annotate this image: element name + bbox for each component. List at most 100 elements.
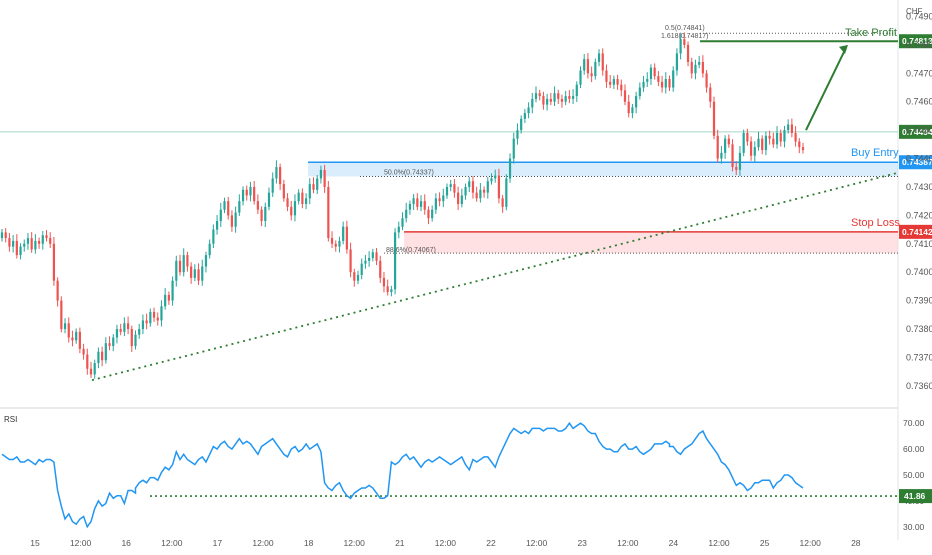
candle-body <box>724 138 727 153</box>
candle-body <box>705 73 708 88</box>
candle-body <box>141 320 145 329</box>
candle-body <box>538 93 541 97</box>
rsi-tick-label: 50.00 <box>903 470 925 480</box>
last-price-badge-bg <box>899 124 932 139</box>
rsi-tick-label: 70.00 <box>903 418 925 428</box>
candle-body <box>230 215 234 227</box>
candle-body <box>375 252 378 261</box>
candle-body <box>26 238 30 244</box>
candle-body <box>571 96 575 99</box>
candle-body <box>749 141 753 156</box>
candle-body <box>41 235 44 244</box>
candle-body <box>412 198 415 204</box>
candle-body <box>63 323 67 329</box>
candle-body <box>167 294 170 301</box>
candle-body <box>134 334 137 347</box>
candle-body <box>549 98 552 102</box>
candle-body <box>97 351 100 364</box>
candle-body <box>664 79 667 88</box>
candle-body <box>542 96 545 105</box>
time-tick-label: 12:00 <box>526 538 548 548</box>
candle-body <box>683 39 686 45</box>
candle-body <box>597 53 601 62</box>
candle-body <box>612 79 615 85</box>
candle-body <box>37 240 41 244</box>
candle-body <box>419 201 423 207</box>
candle-body <box>190 266 193 278</box>
rsi-tick-label: 30.00 <box>903 522 925 532</box>
buy-entry-price-badge: 0.74387 <box>902 157 932 167</box>
candle-body <box>349 249 352 273</box>
candle-body <box>468 181 471 187</box>
candle-body <box>397 226 400 233</box>
time-tick-label: 25 <box>760 538 770 548</box>
candle-body <box>308 184 311 199</box>
candle-body <box>779 132 782 142</box>
candle-body <box>390 289 393 293</box>
candle-body <box>764 135 768 151</box>
candle-body <box>794 132 797 142</box>
candle-body <box>75 331 78 341</box>
candle-body <box>249 186 252 196</box>
candle-body <box>342 226 345 241</box>
time-tick-label: 12:00 <box>161 538 183 548</box>
candle-body <box>186 255 189 267</box>
candle-body <box>334 243 337 247</box>
rsi-value-badge: 41.86 <box>904 491 926 501</box>
candle-body <box>393 232 397 290</box>
fib-label-top-a: 0.5(0.74841) <box>665 25 705 32</box>
candle-body <box>316 178 319 190</box>
candle-body <box>527 107 530 114</box>
candle-body <box>93 363 96 375</box>
candle-body <box>434 198 437 210</box>
candle-body <box>516 130 519 139</box>
candle-body <box>583 59 586 71</box>
candle-body <box>4 232 7 239</box>
candle-body <box>212 229 215 244</box>
candle-body <box>119 328 122 332</box>
candle-body <box>660 81 664 88</box>
candle-body <box>464 186 467 196</box>
time-tick-label: 12:00 <box>800 538 822 548</box>
candle-body <box>727 138 730 145</box>
currency-label: CHF <box>906 7 923 16</box>
candle-body <box>494 175 497 179</box>
candle-body <box>45 235 48 239</box>
candle-body <box>590 73 593 77</box>
stop-loss-price-badge: 0.74142 <box>902 227 932 237</box>
projection-arrow-head <box>839 44 848 54</box>
time-tick-label: 23 <box>577 538 587 548</box>
candle-body <box>260 209 263 222</box>
candle-body <box>460 195 463 204</box>
candle-body <box>219 209 222 222</box>
candle-body <box>34 240 37 250</box>
candle-body <box>49 238 52 244</box>
candle-body <box>501 198 504 207</box>
candle-body <box>631 107 634 114</box>
candle-body <box>304 198 308 204</box>
last-price-badge: 0.74494 <box>902 127 932 137</box>
time-tick-label: 22 <box>486 538 496 548</box>
candle-body <box>130 328 133 347</box>
candle-body <box>290 206 293 216</box>
candle-body <box>486 181 489 193</box>
candle-body <box>653 67 656 77</box>
candle-body <box>635 96 638 108</box>
candle-body <box>19 246 22 256</box>
time-tick-label: 12:00 <box>708 538 730 548</box>
take-profit-price-badge-bg <box>899 34 932 49</box>
candle-body <box>512 138 515 159</box>
candle-body <box>253 186 256 202</box>
candle-body <box>575 84 578 97</box>
buy-entry-price-badge-bg <box>899 155 932 170</box>
candle-body <box>345 226 348 250</box>
candle-body <box>586 59 590 74</box>
candle-body <box>646 79 649 82</box>
candle-body <box>126 323 130 329</box>
